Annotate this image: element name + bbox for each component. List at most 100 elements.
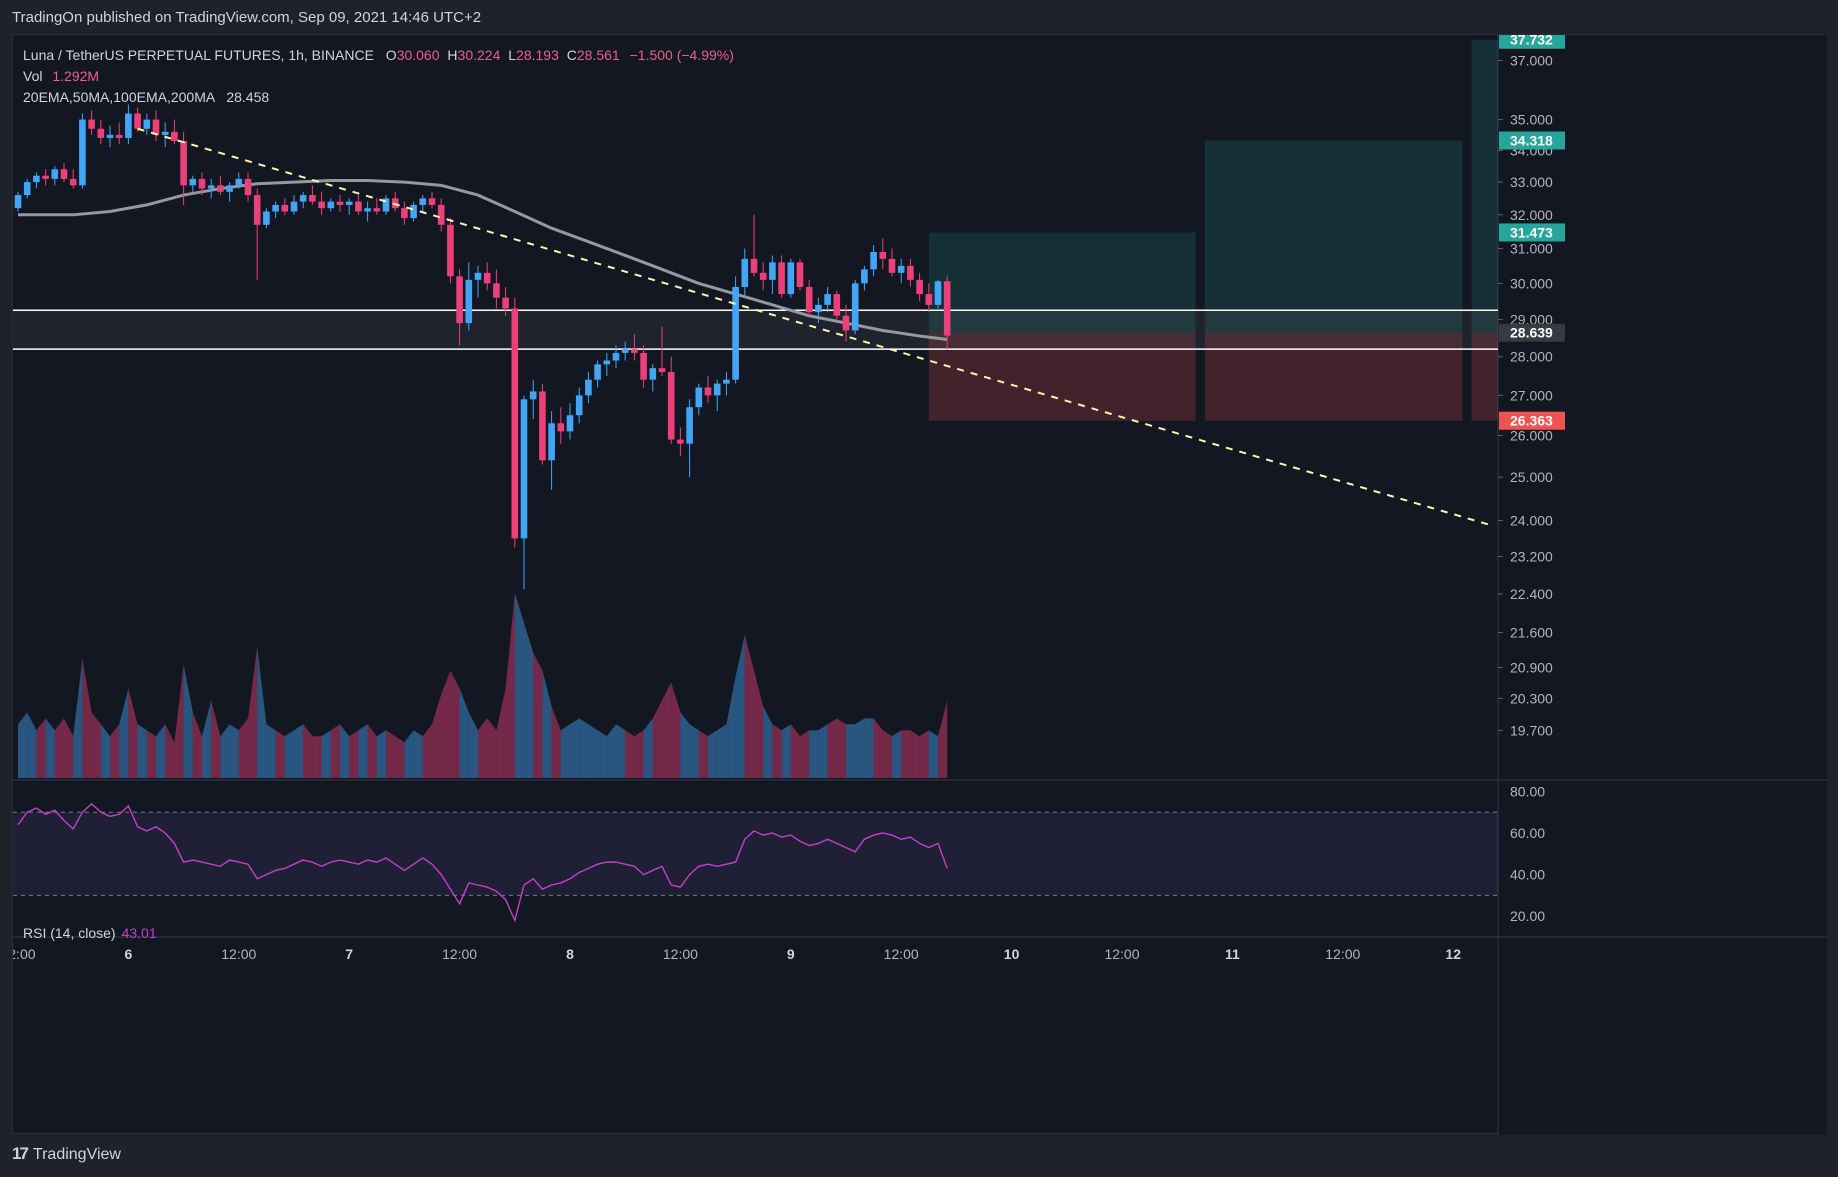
change-value: −1.500 (−4.99%) xyxy=(629,47,734,63)
candle-body xyxy=(824,294,831,305)
price-label-text: 31.473 xyxy=(1510,224,1553,240)
candle-body xyxy=(14,195,22,209)
volume-segment xyxy=(192,712,202,778)
volume-segment xyxy=(468,712,478,778)
candle-body xyxy=(805,286,813,313)
volume-segment xyxy=(119,688,129,778)
price-label-box xyxy=(1499,411,1565,430)
rsi-line xyxy=(17,802,948,923)
candle-body xyxy=(23,182,31,196)
position-target-zone xyxy=(1204,140,1463,333)
tradingview-logo-icon[interactable]: 17 xyxy=(12,1144,29,1163)
vol-value: 1.292M xyxy=(52,68,100,84)
candle-body xyxy=(704,387,712,396)
candle-body xyxy=(732,286,739,380)
price-tick-label: 27.000 xyxy=(1510,387,1553,403)
volume-segment xyxy=(100,724,110,778)
volume-segment xyxy=(257,646,267,778)
volume-segment xyxy=(110,724,120,778)
candle-body xyxy=(778,262,785,295)
candle-body xyxy=(897,265,905,273)
vol-label[interactable]: Vol xyxy=(23,68,43,84)
candle-body xyxy=(612,352,620,361)
volume-segment xyxy=(616,724,626,778)
volume-segment xyxy=(358,724,368,778)
candle-body xyxy=(447,224,454,277)
footer-brand[interactable]: TradingView xyxy=(32,1146,121,1163)
volume-segment xyxy=(855,718,865,778)
volume-segment xyxy=(376,730,386,778)
candle-body xyxy=(631,349,638,353)
rsi-legend[interactable]: RSI (14, close) 43.01 xyxy=(23,925,157,941)
rsi-tick-label: 20.00 xyxy=(1510,908,1545,924)
time-tick-label: 12:00 xyxy=(663,946,698,962)
candle-body xyxy=(686,407,693,444)
candle-body xyxy=(428,198,436,205)
candle-body xyxy=(493,283,500,298)
candle-body xyxy=(658,368,666,372)
published-text: TradingOn published on TradingView.com, … xyxy=(12,9,482,26)
volume-segment xyxy=(846,724,856,778)
price-tick-label: 25.000 xyxy=(1510,469,1553,485)
price-tick-label: 22.400 xyxy=(1510,586,1553,602)
price-tick-label: 24.000 xyxy=(1510,513,1553,529)
price-tick-label: 19.700 xyxy=(1510,722,1553,738)
candle-body xyxy=(207,185,215,189)
candle-body xyxy=(842,315,850,331)
price-tick-label: 26.000 xyxy=(1510,427,1553,443)
candle-body xyxy=(244,178,252,196)
legend-ma-row[interactable]: 20EMA,50MA,100EMA,200MA 28.458 xyxy=(23,87,734,108)
footer[interactable]: 17 TradingView xyxy=(12,1144,121,1164)
candle-body xyxy=(42,175,49,179)
rsi-band-fill xyxy=(13,812,1498,896)
candle-body xyxy=(750,258,758,273)
candle-body xyxy=(364,208,371,212)
volume-segment xyxy=(790,724,800,778)
volume-segment xyxy=(441,670,451,778)
legend-symbol-row[interactable]: Luna / TetherUS PERPETUAL FUTURES, 1h, B… xyxy=(23,45,734,66)
candle-body xyxy=(934,281,942,305)
chart-frame[interactable]: 37.000 35.000 34.000 33.000 32.000 31.000 30.0… xyxy=(12,34,1827,1135)
volume-segment xyxy=(882,730,892,778)
rsi-title[interactable]: RSI (14, close) xyxy=(23,925,116,941)
candle-body xyxy=(695,387,703,408)
volume-segment xyxy=(533,652,543,778)
price-label-text: 26.363 xyxy=(1510,413,1553,429)
volume-segment xyxy=(82,658,92,778)
position-stop-zone xyxy=(1204,332,1463,421)
price-label-box xyxy=(1499,35,1565,49)
candle-body xyxy=(888,258,896,273)
candle-body xyxy=(299,195,307,202)
candle-body xyxy=(97,128,105,138)
rsi-tick-label: 80.00 xyxy=(1510,783,1545,799)
volume-segment xyxy=(91,712,101,778)
legend-volume-row[interactable]: Vol 1.292M xyxy=(23,66,734,87)
volume-segment xyxy=(772,724,782,778)
time-tick-label: 12:00 xyxy=(221,946,256,962)
volume-segment xyxy=(514,593,524,778)
rsi-value: 43.01 xyxy=(121,925,157,941)
candle-body xyxy=(253,195,261,225)
candle-body xyxy=(51,169,59,179)
price-label-text: 34.318 xyxy=(1510,132,1553,148)
chart-legend: Luna / TetherUS PERPETUAL FUTURES, 1h, B… xyxy=(23,45,734,108)
candle-body xyxy=(217,185,224,192)
candle-body xyxy=(336,201,344,205)
chart-svg[interactable]: 37.00035.00034.00033.00032.00031.00030.0… xyxy=(13,35,1827,1135)
symbol-title[interactable]: Luna / TetherUS PERPETUAL FUTURES, 1h, B… xyxy=(23,47,374,63)
candle-body xyxy=(713,383,721,396)
candle-body xyxy=(106,134,114,138)
rsi-tick-label: 40.00 xyxy=(1510,867,1545,883)
price-label-text: 28.639 xyxy=(1510,325,1553,341)
time-tick-label: 10 xyxy=(1004,946,1020,962)
price-tick-label: 35.000 xyxy=(1510,112,1553,128)
candle-body xyxy=(723,379,730,384)
candle-body xyxy=(382,198,390,212)
price-tick-label: 32.000 xyxy=(1510,207,1553,223)
volume-segment xyxy=(146,730,156,778)
candle-body xyxy=(925,294,933,305)
candle-body xyxy=(557,423,565,432)
ma-label[interactable]: 20EMA,50MA,100EMA,200MA xyxy=(23,89,215,105)
volume-segment xyxy=(478,718,488,778)
close-value: 28.561 xyxy=(576,47,620,63)
